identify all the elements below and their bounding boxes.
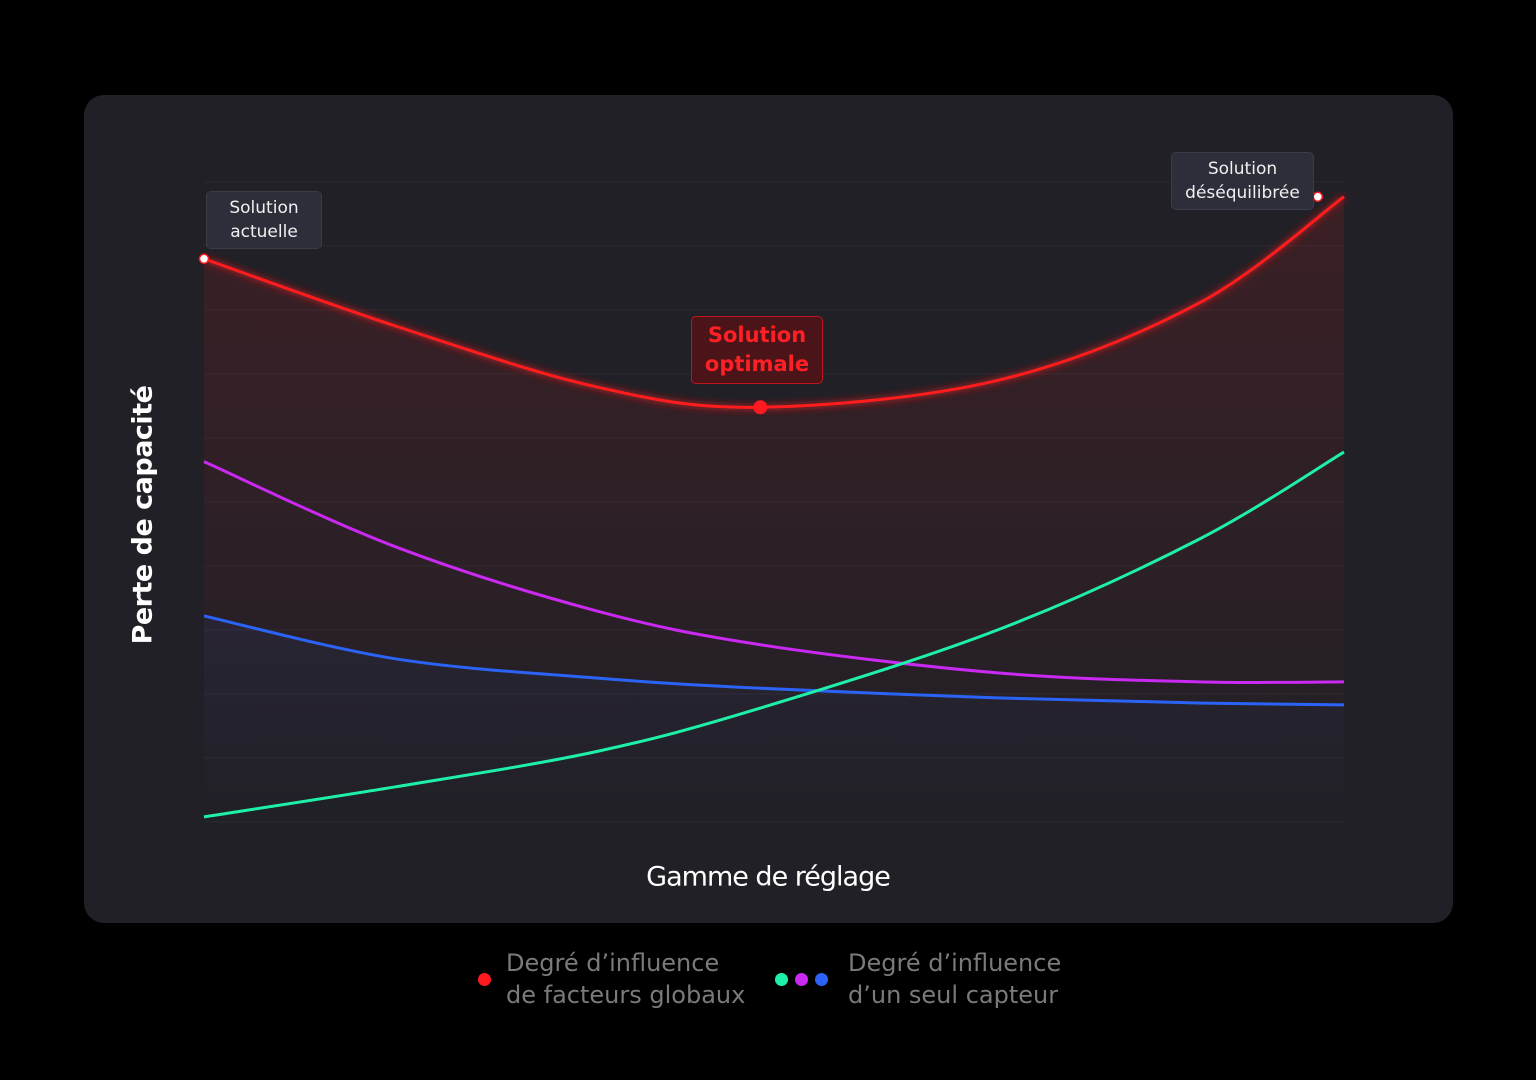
legend-text: Degré d’influence bbox=[506, 949, 720, 977]
legend-text: Degré d’influence bbox=[848, 949, 1062, 977]
series-line-3 bbox=[203, 614, 1345, 707]
legend-text: d’un seul capteur bbox=[848, 981, 1059, 1009]
legend-item-single-sensor: Degré d’influence d’un seul capteur bbox=[848, 947, 1061, 1011]
legend-text: de facteurs globaux bbox=[506, 981, 746, 1009]
annotation-optimal-solution: Solution optimale bbox=[691, 316, 823, 384]
legend-dot-blue bbox=[815, 973, 828, 986]
legend-dot-purple bbox=[795, 973, 808, 986]
annotation-line: optimale bbox=[704, 352, 810, 376]
annotation-line: Solution bbox=[707, 323, 807, 347]
annotation-line: Solution bbox=[229, 198, 299, 218]
annotation-line: actuelle bbox=[230, 222, 298, 242]
series-line-4 bbox=[203, 450, 1345, 819]
series-line-2 bbox=[203, 460, 1345, 685]
y-axis-label: Perte de capacité bbox=[127, 385, 159, 645]
legend-dot-green bbox=[775, 973, 788, 986]
area-fill-global bbox=[204, 196, 1344, 823]
annotation-unbalanced-solution: Solution déséquilibrée bbox=[1171, 152, 1314, 210]
legend-dot-red bbox=[478, 973, 491, 986]
annotation-line: Solution bbox=[1207, 159, 1278, 179]
annotation-point bbox=[1312, 191, 1324, 202]
annotation-current-solution: Solution actuelle bbox=[206, 191, 322, 249]
x-axis-label: Gamme de réglage bbox=[646, 861, 891, 893]
annotation-line: déséquilibrée bbox=[1185, 183, 1300, 203]
annotation-point bbox=[753, 400, 768, 415]
annotation-point bbox=[198, 253, 210, 265]
legend-item-global: Degré d’influence de facteurs globaux bbox=[506, 947, 745, 1011]
